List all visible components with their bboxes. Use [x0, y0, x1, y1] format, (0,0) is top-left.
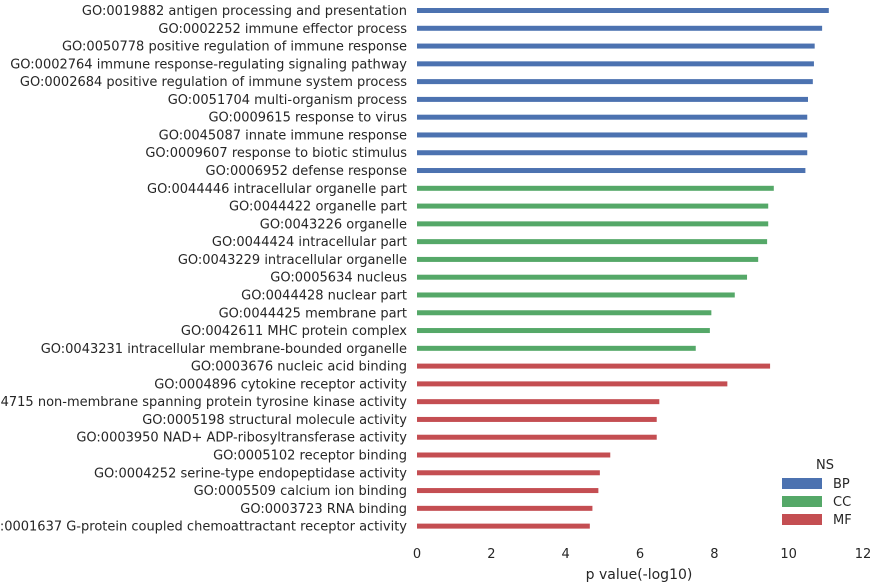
bar-mf — [417, 399, 660, 405]
bar-mf — [417, 523, 590, 529]
category-label: GO:0019882 antigen processing and presen… — [82, 4, 407, 19]
legend-swatch-cc — [782, 496, 822, 507]
category-label: GO:0005509 calcium ion binding — [194, 484, 407, 499]
bars-layer — [417, 8, 829, 529]
x-tick-label: 2 — [487, 547, 495, 562]
bar-bp — [417, 8, 829, 13]
x-tick-label: 6 — [636, 547, 644, 562]
x-axis-title: p value(-log10) — [586, 567, 693, 583]
category-label: GO:0005634 nucleus — [270, 271, 407, 286]
bar-cc — [417, 256, 759, 262]
category-label: GO:0003950 NAD+ ADP-ribosyltransferase a… — [76, 431, 407, 446]
category-label: GO:0009615 response to virus — [208, 111, 407, 126]
legend-swatch-bp — [782, 478, 822, 489]
category-label: GO:0004252 serine-type endopeptidase act… — [94, 466, 407, 481]
category-label: GO:0043229 intracellular organelle — [178, 253, 407, 268]
category-label: GO:0043226 organelle — [260, 217, 407, 232]
bar-cc — [417, 239, 768, 245]
bar-cc — [417, 310, 712, 316]
category-label: GO:0006952 defense response — [206, 164, 408, 179]
bar-mf — [417, 381, 728, 387]
bar-bp — [417, 79, 813, 85]
category-label: GO:0051704 multi-organism process — [168, 93, 408, 108]
bar-bp — [417, 132, 808, 138]
bar-cc — [417, 203, 769, 209]
bar-mf — [417, 505, 593, 511]
bar-bp — [417, 114, 808, 120]
legend-label-bp: BP — [833, 477, 850, 492]
bar-mf — [417, 416, 657, 422]
bar-mf — [417, 452, 611, 458]
bar-mf — [417, 363, 771, 369]
legend: NS BP CC MF — [782, 458, 852, 528]
bar-mf — [417, 434, 657, 440]
legend-label-cc: CC — [833, 495, 851, 510]
category-label: GO:0045087 innate immune response — [159, 128, 407, 143]
bar-cc — [417, 185, 774, 191]
category-labels: GO:0019882 antigen processing and presen… — [0, 4, 407, 535]
category-label: GO:0005102 receptor binding — [213, 449, 407, 464]
bar-cc — [417, 221, 769, 227]
x-tick-label: 0 — [413, 547, 421, 562]
category-label: GO:0002764 immune response-regulating si… — [10, 57, 407, 72]
category-label: GO:0003676 nucleic acid binding — [191, 360, 407, 375]
category-label: GO:0002684 positive regulation of immune… — [20, 75, 407, 90]
bar-mf — [417, 470, 600, 476]
category-label: GO:0002252 immune effector process — [158, 22, 407, 37]
bar-bp — [417, 61, 814, 67]
x-tick-label: 4 — [562, 547, 570, 562]
category-label: GO:0004896 cytokine receptor activity — [154, 377, 407, 392]
bar-bp — [417, 43, 815, 49]
x-tick-label: 12 — [855, 547, 872, 562]
bar-bp — [417, 150, 808, 156]
bar-bp — [417, 168, 806, 174]
legend-swatch-mf — [782, 514, 822, 525]
x-tick-label: 8 — [710, 547, 718, 562]
category-label: GO:0042611 MHC protein complex — [181, 324, 407, 339]
category-label: GO:0050778 positive regulation of immune… — [62, 40, 407, 55]
category-label: GO:0044425 membrane part — [219, 306, 407, 321]
x-axis: 0 2 4 6 8 10 12 — [413, 547, 871, 562]
category-label: GO:0044422 organelle part — [229, 200, 407, 215]
x-tick-label: 10 — [780, 547, 797, 562]
legend-title: NS — [816, 458, 834, 473]
category-label: GO:0044428 nuclear part — [241, 288, 407, 303]
category-label: GO:0009607 response to biotic stimulus — [145, 146, 407, 161]
bar-cc — [417, 274, 748, 280]
bar-bp — [417, 25, 823, 31]
category-label: GO:0044424 intracellular part — [212, 235, 407, 250]
legend-label-mf: MF — [833, 513, 852, 528]
category-label: GO:0004715 non-membrane spanning protein… — [0, 395, 407, 410]
bar-cc — [417, 292, 735, 298]
bar-cc — [417, 328, 710, 334]
bar-cc — [417, 345, 696, 351]
category-label: GO:0005198 structural molecule activity — [142, 413, 407, 428]
bar-mf — [417, 488, 599, 494]
category-label: GO:0003723 RNA binding — [240, 502, 407, 517]
category-label: GO:0001637 G-protein coupled chemoattrac… — [0, 520, 407, 535]
category-label: GO:0044446 intracellular organelle part — [147, 182, 407, 197]
bar-bp — [417, 96, 808, 102]
category-label: GO:0043231 intracellular membrane-bounde… — [41, 342, 407, 357]
